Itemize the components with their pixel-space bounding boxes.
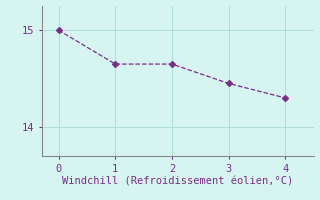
X-axis label: Windchill (Refroidissement éolien,°C): Windchill (Refroidissement éolien,°C) (62, 176, 293, 186)
